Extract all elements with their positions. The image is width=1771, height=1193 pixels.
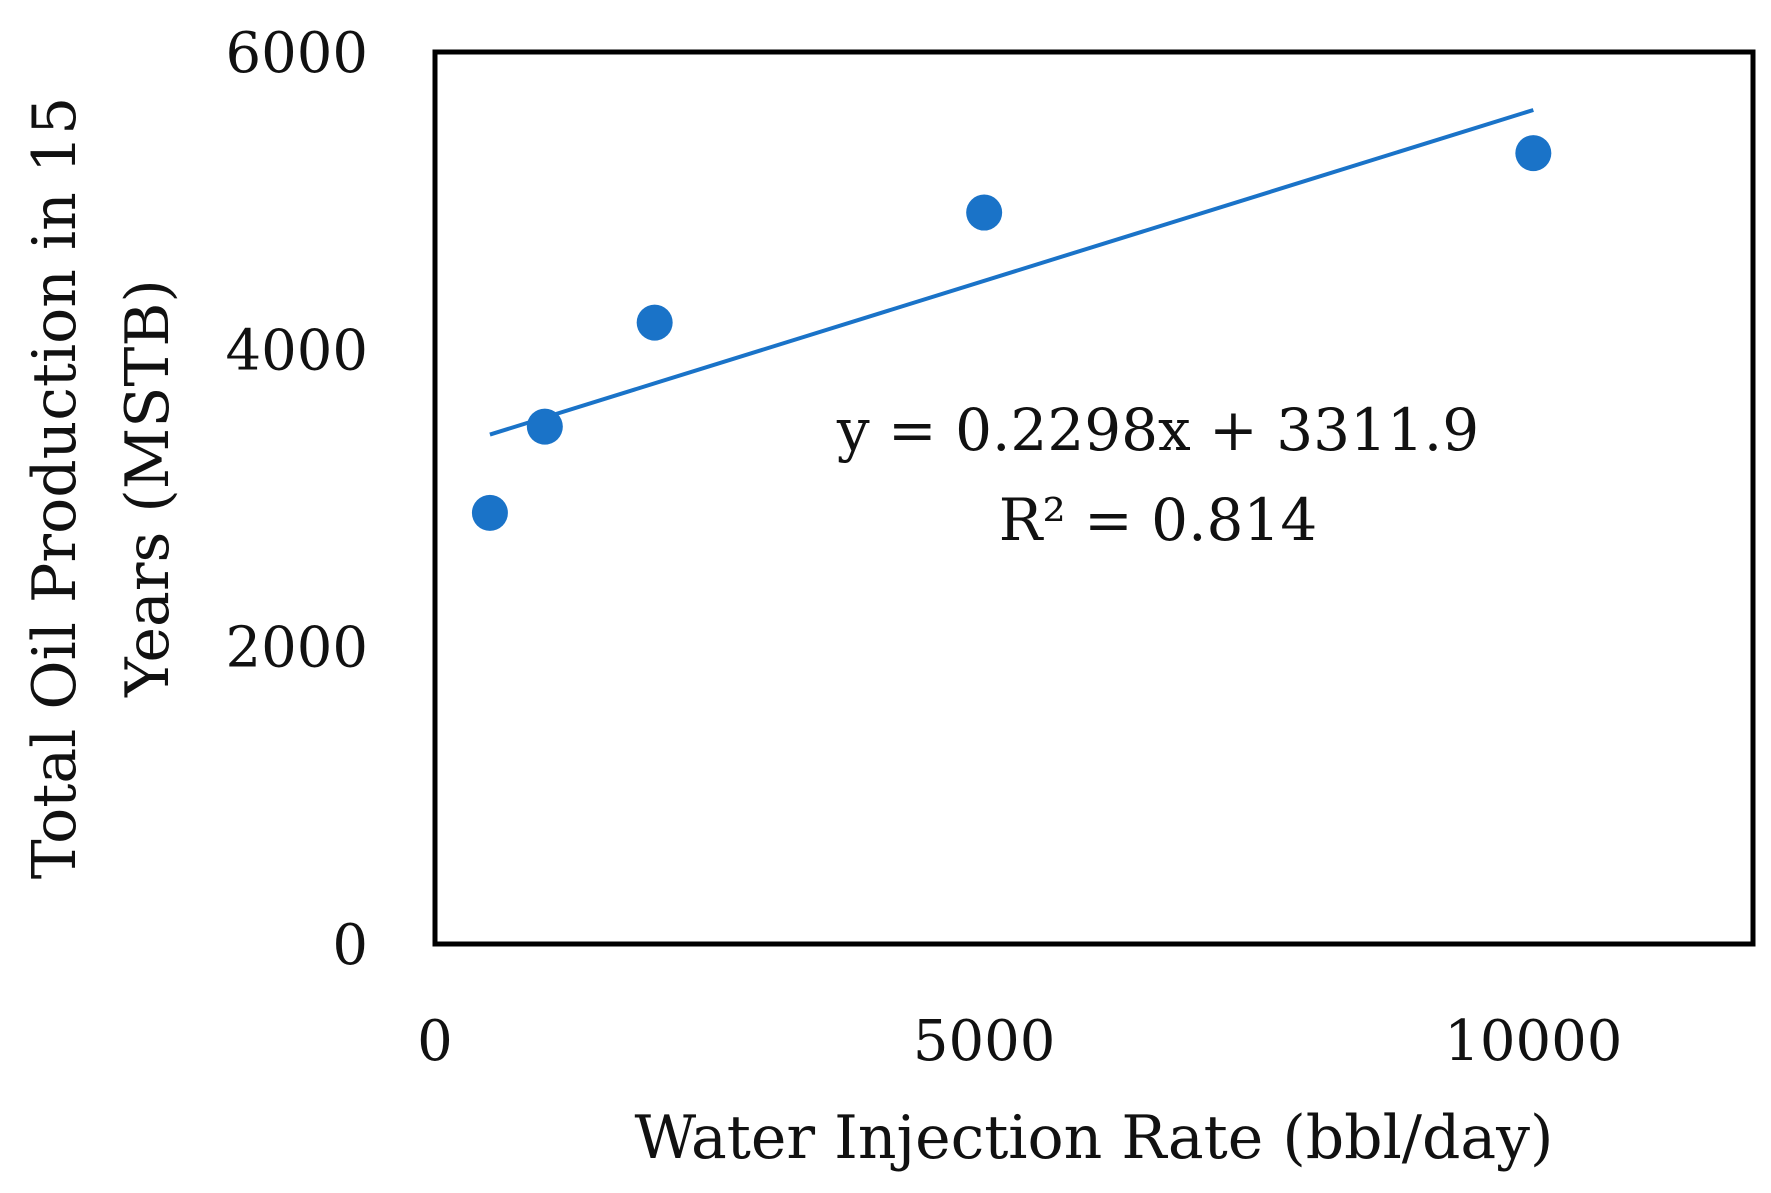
trendline-equation: y = 0.2298x + 3311.9	[836, 396, 1479, 464]
x-tick-label-5000: 5000	[913, 1009, 1056, 1074]
r-squared-label: R² = 0.814	[999, 486, 1317, 554]
y-tick-label-0: 0	[332, 913, 368, 978]
y-tick-labels: 0 2000 4000 6000	[225, 21, 368, 978]
x-axis-label: Water Injection Rate (bbl/day)	[635, 1103, 1554, 1173]
y-tick-label-6000: 6000	[225, 21, 368, 86]
x-tick-labels: 0 5000 10000	[417, 1009, 1622, 1074]
data-points	[471, 135, 1552, 531]
data-point	[966, 194, 1003, 231]
linear-trendline	[489, 108, 1534, 437]
x-tick-label-0: 0	[417, 1009, 453, 1074]
plot-area-border	[432, 49, 1756, 947]
data-point	[636, 304, 673, 341]
y-tick-label-4000: 4000	[225, 318, 368, 383]
y-tick-label-2000: 2000	[225, 616, 368, 681]
y-axis-label-line-2: Years (MSTB)	[113, 279, 183, 698]
x-tick-label-10000: 10000	[1444, 1009, 1622, 1074]
data-point	[471, 494, 508, 531]
data-point	[1515, 135, 1552, 172]
data-point	[526, 408, 563, 445]
y-axis-label-line-1: Total Oil Production in 15	[20, 97, 90, 880]
